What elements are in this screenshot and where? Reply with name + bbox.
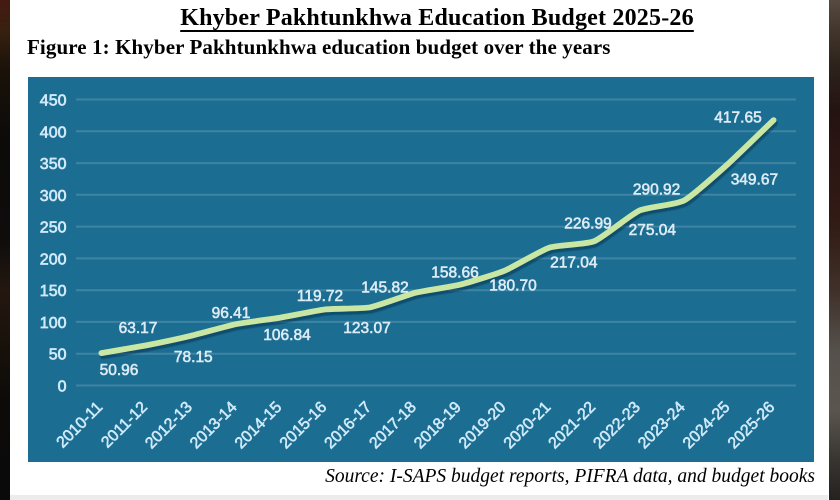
svg-text:217.04: 217.04 xyxy=(550,255,598,272)
svg-text:290.92: 290.92 xyxy=(633,182,680,199)
svg-text:158.66: 158.66 xyxy=(431,265,478,282)
svg-text:63.17: 63.17 xyxy=(119,320,158,337)
svg-text:150: 150 xyxy=(40,283,67,300)
svg-text:450: 450 xyxy=(40,93,67,110)
svg-text:180.70: 180.70 xyxy=(489,278,537,295)
svg-text:350: 350 xyxy=(40,156,67,173)
svg-text:50.96: 50.96 xyxy=(100,362,139,379)
svg-text:250: 250 xyxy=(40,220,67,237)
svg-text:226.99: 226.99 xyxy=(564,216,611,233)
svg-text:349.67: 349.67 xyxy=(731,172,778,189)
svg-text:100: 100 xyxy=(40,315,67,332)
svg-text:119.72: 119.72 xyxy=(297,288,343,305)
svg-text:50: 50 xyxy=(49,347,67,364)
svg-text:0: 0 xyxy=(58,379,67,396)
svg-text:145.82: 145.82 xyxy=(361,280,408,297)
svg-text:123.07: 123.07 xyxy=(343,320,390,337)
svg-text:96.41: 96.41 xyxy=(212,305,251,322)
svg-text:400: 400 xyxy=(40,124,67,141)
svg-text:275.04: 275.04 xyxy=(629,222,677,239)
svg-text:417.65: 417.65 xyxy=(714,109,761,126)
svg-text:106.84: 106.84 xyxy=(263,327,311,344)
svg-text:78.15: 78.15 xyxy=(174,349,213,366)
svg-text:200: 200 xyxy=(40,251,67,268)
svg-text:300: 300 xyxy=(40,188,67,205)
